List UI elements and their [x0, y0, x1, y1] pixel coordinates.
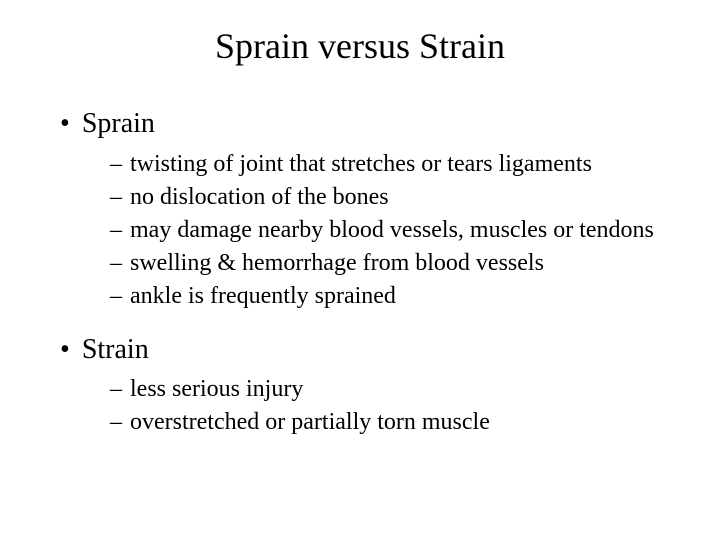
sub-item: – ankle is frequently sprained — [110, 281, 680, 312]
sub-text: may damage nearby blood vessels, muscles… — [130, 215, 680, 246]
dash-marker: – — [110, 407, 122, 438]
sub-text: overstretched or partially torn muscle — [130, 407, 680, 438]
sub-item: – may damage nearby blood vessels, muscl… — [110, 215, 680, 246]
slide-title: Sprain versus Strain — [40, 25, 680, 67]
dash-marker: – — [110, 149, 122, 180]
dash-marker: – — [110, 374, 122, 405]
sprain-sublist: – twisting of joint that stretches or te… — [110, 149, 680, 313]
sub-item: – less serious injury — [110, 374, 680, 405]
sub-item: – swelling & hemorrhage from blood vesse… — [110, 248, 680, 279]
dash-marker: – — [110, 182, 122, 213]
dash-marker: – — [110, 281, 122, 312]
bullet-sprain: • Sprain — [60, 107, 680, 141]
bullet-heading-sprain: Sprain — [82, 107, 155, 141]
strain-sublist: – less serious injury – overstretched or… — [110, 374, 680, 438]
sub-item: – overstretched or partially torn muscle — [110, 407, 680, 438]
sub-text: less serious injury — [130, 374, 680, 405]
bullet-marker: • — [60, 333, 70, 367]
sub-item: – no dislocation of the bones — [110, 182, 680, 213]
sub-item: – twisting of joint that stretches or te… — [110, 149, 680, 180]
sub-text: ankle is frequently sprained — [130, 281, 680, 312]
sub-text: swelling & hemorrhage from blood vessels — [130, 248, 680, 279]
bullet-heading-strain: Strain — [82, 333, 149, 367]
dash-marker: – — [110, 215, 122, 246]
sub-text: twisting of joint that stretches or tear… — [130, 149, 680, 180]
sub-text: no dislocation of the bones — [130, 182, 680, 213]
bullet-strain: • Strain — [60, 333, 680, 367]
bullet-marker: • — [60, 107, 70, 141]
dash-marker: – — [110, 248, 122, 279]
